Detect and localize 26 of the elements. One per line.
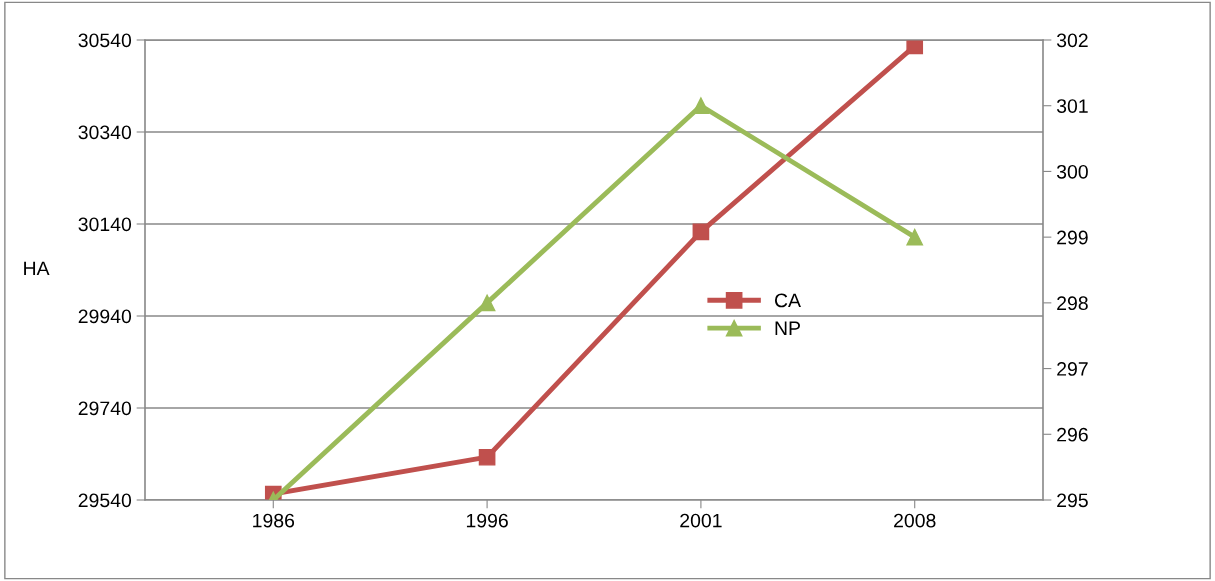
y2-tick-label: 301 <box>1056 99 1088 113</box>
y2-tick-label: 295 <box>1057 493 1088 508</box>
point <box>906 40 924 55</box>
y-tick-label: 29940 <box>78 309 132 324</box>
y-axis-title: HA <box>24 261 50 276</box>
point <box>692 223 710 241</box>
y-tick-label: 29740 <box>78 401 132 416</box>
y2-tick-label: 300 <box>1056 164 1088 179</box>
y-tick-label: 29540 <box>78 493 132 508</box>
x-tick-label: 1996 <box>466 513 508 528</box>
x-tick-label: 1986 <box>253 513 295 528</box>
y2-tick-label: 302 <box>1056 33 1088 48</box>
point <box>906 228 924 246</box>
y-tick-label: 30540 <box>78 33 132 48</box>
y-tick-label: 30340 <box>78 125 132 140</box>
point <box>692 97 710 115</box>
legend-label: CA <box>774 293 801 308</box>
x-tick-label: 2001 <box>680 513 722 528</box>
y2-tick-label: 296 <box>1057 427 1088 442</box>
y-tick-label: 30140 <box>78 217 132 232</box>
y2-tick-label: 299 <box>1057 230 1088 245</box>
x-tick-label: 2008 <box>894 513 936 528</box>
point <box>478 448 496 466</box>
y2-tick-label: 297 <box>1057 362 1088 376</box>
legend-label: NP <box>775 321 800 335</box>
y2-tick-label: 298 <box>1057 296 1088 311</box>
